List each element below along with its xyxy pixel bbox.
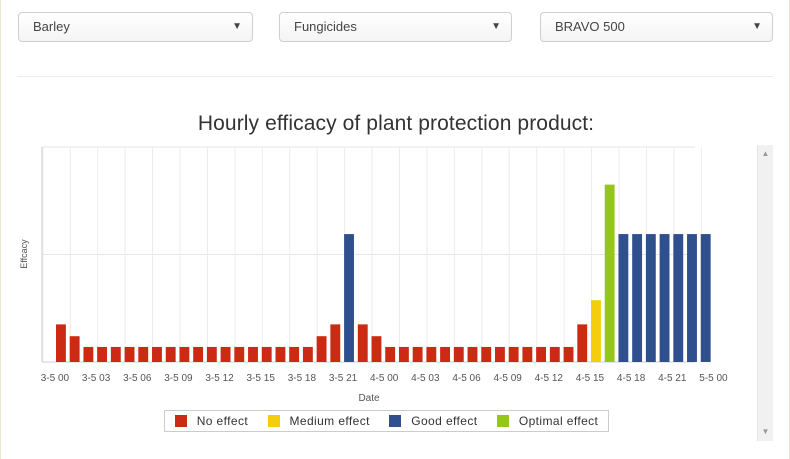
chart-legend: No effect Medium effect Good effect Opti… xyxy=(164,410,609,432)
legend-label: Good effect xyxy=(411,414,478,428)
bar-4-5-17 xyxy=(618,234,629,362)
legend-item-optimal-effect[interactable]: Optimal effect xyxy=(496,414,599,428)
crop-select[interactable]: Barley ▼ xyxy=(18,12,253,42)
legend-swatch xyxy=(174,415,187,427)
bar-3-5-17 xyxy=(289,346,300,362)
x-tick-label: 3-5 03 xyxy=(82,373,111,384)
bar-3-5-18 xyxy=(302,346,313,362)
bar-3-5-20 xyxy=(330,324,341,362)
bar-3-5-14 xyxy=(248,346,258,362)
legend-swatch xyxy=(496,415,509,427)
bar-4-5-04 xyxy=(440,346,450,362)
x-tick-label: 3-5 15 xyxy=(247,373,276,384)
x-tick-label: 4-5 12 xyxy=(535,373,564,384)
bar-3-5-12 xyxy=(220,346,231,362)
bar-4-5-07 xyxy=(481,346,492,362)
legend-swatch xyxy=(267,415,280,427)
bar-4-5-03 xyxy=(426,346,437,362)
x-tick-label: 3-5 06 xyxy=(123,373,152,384)
x-tick-label: 4-5 09 xyxy=(493,373,522,384)
legend-swatch xyxy=(389,415,402,427)
x-axis-label: Date xyxy=(358,393,380,404)
x-tick-label: 3-5 00 xyxy=(41,373,70,384)
bar-3-5-11 xyxy=(206,346,217,362)
bar-3-5-15 xyxy=(261,346,272,362)
bar-3-5-01 xyxy=(69,336,80,362)
scroll-down-arrow-icon[interactable]: ▼ xyxy=(761,427,770,436)
bar-4-5-15 xyxy=(591,300,601,362)
bar-4-5-22 xyxy=(687,234,697,362)
bar-3-5-05 xyxy=(124,346,135,362)
bar-4-5-20 xyxy=(659,234,670,362)
bar-4-5-13 xyxy=(563,346,574,362)
chevron-down-icon: ▼ xyxy=(752,21,762,32)
x-tick-label: 4-5 18 xyxy=(617,373,646,384)
bar-3-5-03 xyxy=(97,346,108,362)
bar-3-5-22 xyxy=(357,324,368,362)
bar-4-5-18 xyxy=(632,234,643,362)
x-tick-label: 5-5 00 xyxy=(699,373,728,384)
x-tick-label: 4-5 00 xyxy=(370,373,399,384)
legend-label: Optimal effect xyxy=(518,414,599,428)
bar-4-5-05 xyxy=(453,346,464,362)
chart-x-ticks: 3-5 00 3-5 03 3-5 06 3-5 09 3-5 12 3-5 15 3-5 … xyxy=(41,373,728,384)
bar-3-5-13 xyxy=(234,346,245,362)
legend-item-no-effect[interactable]: No effect xyxy=(174,414,249,428)
chart-bars xyxy=(56,184,711,362)
bar-4-5-12 xyxy=(549,346,560,362)
bar-4-5-23 xyxy=(700,234,711,362)
x-tick-label: 3-5 09 xyxy=(164,373,193,384)
divider xyxy=(17,76,773,77)
bar-4-5-14 xyxy=(577,324,588,362)
chart-grid xyxy=(41,146,702,363)
chevron-down-icon: ▼ xyxy=(232,21,242,32)
bar-3-5-10 xyxy=(193,346,204,362)
bar-4-5-21 xyxy=(673,234,684,362)
bar-4-5-01 xyxy=(398,346,409,362)
bar-3-5-19 xyxy=(316,336,327,362)
bar-3-5-00 xyxy=(56,324,66,362)
category-select-value: Fungicides xyxy=(294,19,357,34)
bar-3-5-06 xyxy=(138,346,149,362)
x-tick-label: 3-5 12 xyxy=(205,373,234,384)
bar-4-5-02 xyxy=(412,346,423,362)
bar-4-5-10 xyxy=(522,346,533,362)
bar-3-5-23 xyxy=(371,336,382,362)
legend-label: Medium effect xyxy=(289,414,370,428)
product-select[interactable]: BRAVO 500 ▼ xyxy=(540,12,773,42)
product-select-value: BRAVO 500 xyxy=(555,19,625,34)
chart-scrollbar[interactable]: ▲ ▼ xyxy=(757,145,773,441)
bar-4-5-08 xyxy=(494,346,505,362)
y-axis-label: Effcacy xyxy=(19,239,29,269)
bar-3-5-21 xyxy=(344,234,354,362)
bar-3-5-02 xyxy=(83,346,94,362)
x-tick-label: 4-5 03 xyxy=(411,373,440,384)
bar-4-5-16 xyxy=(604,184,615,362)
scroll-up-arrow-icon[interactable]: ▲ xyxy=(761,149,770,158)
bar-4-5-19 xyxy=(645,234,656,362)
legend-label: No effect xyxy=(196,414,249,428)
bar-3-5-07 xyxy=(152,346,162,362)
bar-3-5-09 xyxy=(179,346,190,362)
category-select[interactable]: Fungicides ▼ xyxy=(279,12,512,42)
x-tick-label: 3-5 18 xyxy=(288,373,317,384)
bar-3-5-04 xyxy=(110,346,121,362)
legend-item-medium-effect[interactable]: Medium effect xyxy=(267,414,370,428)
x-tick-label: 4-5 21 xyxy=(658,373,687,384)
bar-3-5-16 xyxy=(275,346,286,362)
crop-select-value: Barley xyxy=(33,19,70,34)
bar-4-5-09 xyxy=(508,346,519,362)
x-tick-label: 3-5 21 xyxy=(329,373,358,384)
chevron-down-icon: ▼ xyxy=(491,21,501,32)
x-tick-label: 4-5 06 xyxy=(452,373,481,384)
legend-item-good-effect[interactable]: Good effect xyxy=(389,414,477,428)
x-tick-label: 4-5 15 xyxy=(576,373,605,384)
bar-4-5-06 xyxy=(467,346,478,362)
bar-3-5-08 xyxy=(165,346,176,362)
bar-4-5-00 xyxy=(385,346,396,362)
bar-4-5-11 xyxy=(536,346,547,362)
chart-title: Hourly efficacy of plant protection prod… xyxy=(197,112,595,135)
